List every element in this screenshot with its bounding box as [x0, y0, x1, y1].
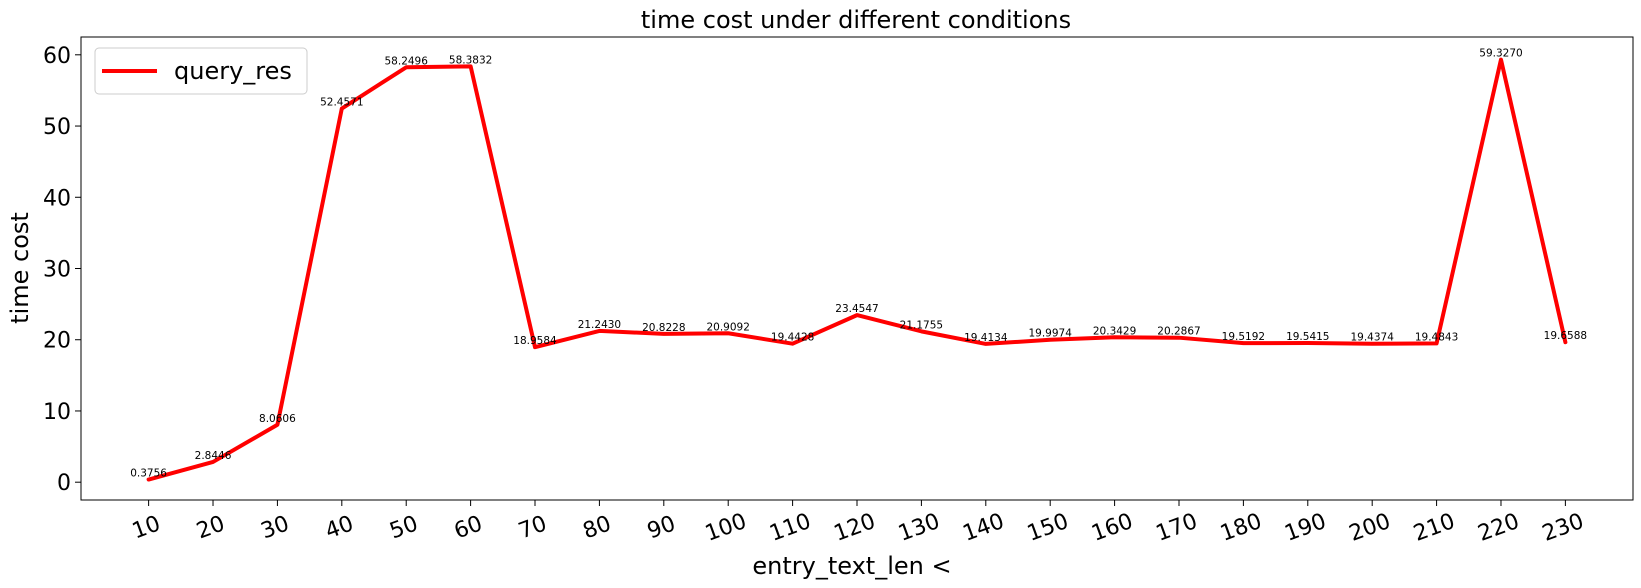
- chart-title: time cost under different conditions: [641, 6, 1071, 34]
- x-tick-label: 20: [193, 511, 228, 544]
- x-tick-label: 220: [1475, 509, 1523, 547]
- data-label: 19.5192: [1222, 331, 1265, 343]
- x-tick-label: 90: [644, 511, 679, 544]
- data-label: 52.4571: [320, 97, 363, 109]
- x-tick-label: 140: [960, 509, 1008, 547]
- y-tick-label: 30: [43, 258, 71, 283]
- data-label: 59.3270: [1479, 48, 1522, 60]
- x-tick-label: 150: [1024, 509, 1072, 547]
- y-axis-title: time cost: [6, 212, 34, 324]
- y-axis: 0 10 20 30 40 50 60: [43, 44, 81, 496]
- x-tick-label: 10: [129, 511, 164, 544]
- data-label: 20.2867: [1157, 326, 1200, 338]
- data-label: 20.3429: [1093, 325, 1136, 337]
- series-layer: [146, 57, 1568, 482]
- y-tick-label: 40: [43, 186, 71, 211]
- y-tick-label: 50: [43, 115, 71, 140]
- x-tick-label: 190: [1282, 509, 1330, 547]
- data-label: 0.3756: [130, 468, 167, 480]
- data-label: 21.1755: [900, 319, 943, 331]
- x-tick-label: 160: [1088, 509, 1136, 547]
- x-tick-label: 230: [1539, 509, 1587, 547]
- y-tick-label: 0: [57, 471, 71, 496]
- y-tick-label: 20: [43, 329, 71, 354]
- x-tick-label: 120: [831, 509, 879, 547]
- series-line-query_res: [146, 57, 1568, 482]
- x-tick-label: 180: [1217, 509, 1265, 547]
- x-tick-label: 130: [895, 509, 943, 547]
- data-label: 19.4843: [1415, 331, 1458, 343]
- x-tick-label: 210: [1410, 509, 1458, 547]
- data-label: 2.8446: [195, 450, 232, 462]
- data-labels: 0.3756 2.8446 8.0606 52.4571 58.2496 58.3832 1…: [130, 48, 1587, 480]
- legend-label: query_res: [174, 57, 292, 85]
- data-label: 19.6588: [1544, 330, 1587, 342]
- x-tick-label: 50: [387, 511, 422, 544]
- x-tick-label: 30: [258, 511, 293, 544]
- x-tick-label: 60: [451, 511, 486, 544]
- x-tick-label: 40: [322, 511, 357, 544]
- x-axis: 10 20 30 40 50 60 70 80 90 100 110 120 130 140 150 160 1…: [129, 500, 1587, 547]
- data-label: 58.3832: [449, 54, 492, 66]
- data-label: 8.0606: [259, 413, 296, 425]
- data-label: 21.2430: [578, 319, 621, 331]
- x-tick-label: 110: [766, 509, 814, 547]
- data-label: 19.9974: [1028, 328, 1072, 340]
- data-label: 19.4134: [964, 332, 1008, 344]
- x-tick-label: 70: [515, 511, 550, 544]
- data-label: 20.8228: [642, 322, 685, 334]
- y-tick-label: 10: [43, 400, 71, 425]
- data-label: 58.2496: [385, 55, 429, 67]
- x-tick-label: 100: [702, 509, 750, 547]
- data-label: 20.9092: [706, 321, 749, 333]
- data-label: 18.9584: [513, 335, 557, 347]
- x-tick-label: 170: [1153, 509, 1201, 547]
- legend: query_res: [94, 47, 308, 95]
- x-tick-label: 200: [1346, 509, 1394, 547]
- x-tick-label: 80: [580, 511, 615, 544]
- data-label: 19.4428: [771, 332, 814, 344]
- y-tick-label: 60: [43, 44, 71, 69]
- data-label: 23.4547: [835, 303, 878, 315]
- x-axis-title: entry_text_len <: [752, 552, 951, 580]
- data-label: 19.5415: [1286, 331, 1329, 343]
- plot-area: [80, 36, 1634, 501]
- legend-box: [94, 47, 308, 95]
- data-label: 19.4374: [1350, 332, 1394, 344]
